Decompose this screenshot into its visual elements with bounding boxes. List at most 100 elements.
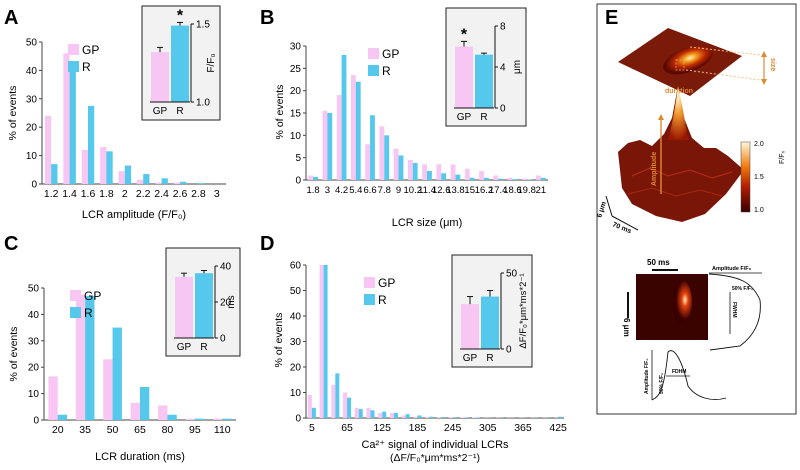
x-tick-label-b: 19.8	[517, 185, 536, 196]
inset-significance-b: *	[461, 26, 468, 43]
linescan-hotspot	[672, 280, 692, 324]
bar-d-gp	[307, 395, 312, 418]
inset-x-label-c: R	[200, 342, 207, 353]
bar-a-r	[106, 151, 113, 184]
y-tick-label-a: 40	[26, 66, 38, 77]
x-tick-label-b: 5.4	[349, 185, 362, 196]
colorbar	[740, 141, 751, 213]
panel-letter-a: A	[4, 7, 18, 29]
legend-label-b-gp: GP	[382, 47, 399, 61]
x-axis-label-c: LCR duration (ms)	[95, 451, 185, 463]
spatial-profile-curve	[708, 273, 761, 351]
bar-b-gp	[350, 75, 356, 180]
x-tick-label-d: 125	[373, 422, 391, 434]
bar-a-gp	[118, 171, 125, 184]
bar-d-gp	[448, 417, 453, 418]
bar-d-r	[558, 416, 563, 418]
bar-a-gp	[44, 115, 52, 184]
bar-d-gp	[460, 417, 465, 418]
inset-x-label-a: R	[176, 106, 183, 117]
bar-b-r	[455, 174, 461, 180]
surface-3d-peak	[668, 86, 688, 140]
x-tick-label-a: 1.8	[99, 188, 114, 200]
legend-swatch-b-r	[368, 65, 379, 76]
bar-d-gp	[366, 407, 371, 418]
x-tick-label-d: 5	[309, 422, 315, 434]
bar-a-gp	[173, 182, 180, 184]
x-axis-label-a: LCR amplitude (F/F₀)	[82, 209, 186, 221]
x-tick-label-b: 11.4	[418, 185, 436, 196]
y-tick-label-a: 20	[26, 123, 38, 134]
legend-label-a-r: R	[82, 60, 91, 74]
y-tick-label-b: 15	[290, 109, 302, 120]
y-tick-label-a: 50	[26, 38, 38, 49]
legend-swatch-a-r	[68, 61, 79, 72]
bar-d-r	[440, 416, 445, 418]
legend-swatch-c-gp	[70, 290, 81, 301]
bar-d-r	[476, 417, 481, 418]
bar-b-gp	[422, 164, 427, 180]
bar-d-r	[417, 415, 422, 418]
y-tick-label-a: 30	[26, 94, 38, 105]
panel-letter-d: D	[260, 233, 274, 255]
panel-letter-e: E	[605, 7, 618, 29]
bar-c-r	[194, 418, 205, 420]
bar-b-gp	[379, 126, 385, 180]
x-tick-label-a: 2.2	[136, 188, 151, 200]
y-axis-label-a: % of events	[7, 86, 19, 141]
y-tick-label-b: 20	[290, 86, 302, 97]
half-label: 50% F/F₀	[732, 286, 753, 292]
bar-d-gp	[354, 407, 359, 418]
bar-d-r	[393, 412, 398, 418]
y-tick-label-d: 30	[290, 337, 302, 348]
bar-c-r	[112, 327, 122, 420]
bar-c-gp	[48, 376, 58, 420]
inset-bar-c-gp	[175, 276, 193, 338]
inset-bar-b-gp	[455, 46, 473, 108]
inset-y-tick-label-b: 4	[500, 63, 506, 74]
size-arrow-head-up	[761, 51, 767, 57]
x-axis-label-b: LCR size (μm)	[392, 217, 463, 229]
inset-y-tick-label-a: 1.5	[196, 20, 210, 31]
bar-c-gp	[158, 405, 168, 420]
colorbar-label: F/F₀	[779, 151, 786, 164]
bar-d-gp	[413, 416, 418, 418]
x-tick-label-c: 95	[189, 424, 201, 436]
bar-b-gp	[521, 178, 527, 180]
bar-b-gp	[308, 175, 314, 180]
inset-y-tick-label-d: 50	[506, 269, 518, 280]
bar-a-r	[124, 165, 132, 184]
legend-label-c-r: R	[84, 306, 93, 320]
bar-b-r	[313, 176, 318, 180]
x-tick-label-b: 15	[464, 185, 475, 196]
bar-c-r	[167, 414, 177, 420]
y-tick-label-a: 10	[26, 151, 38, 162]
bar-b-r	[327, 113, 333, 180]
x-tick-label-b: 21	[536, 185, 547, 196]
y-tick-label-d: 60	[290, 261, 302, 272]
y-tick-label-c: 50	[28, 284, 40, 295]
bar-d-r	[370, 410, 375, 418]
inset-y-tick-label-c: 40	[220, 262, 232, 273]
x-tick-label-b: 7.8	[378, 185, 391, 196]
x-tick-label-b: 13.8	[446, 185, 465, 196]
colorbar-tick-top: 2.0	[754, 141, 764, 148]
bar-a-gp	[63, 53, 70, 184]
x-tick-label-a: 2.8	[191, 188, 206, 200]
y-tick-label-d: 50	[290, 286, 302, 297]
bar-b-gp	[464, 168, 470, 180]
bar-b-gp	[393, 148, 399, 180]
bar-d-gp	[331, 384, 336, 418]
legend-swatch-b-gp	[368, 48, 379, 59]
x-tick-label-a: 2	[122, 188, 128, 200]
bar-b-r	[498, 178, 504, 180]
legend-label-d-r: R	[378, 293, 387, 307]
y-tick-label-b: 30	[290, 42, 302, 53]
bar-b-r	[427, 171, 432, 180]
bar-b-r	[341, 54, 347, 180]
bar-a-r	[88, 105, 95, 184]
x-tick-label-d: 245	[444, 422, 462, 434]
surface-ridge-1	[631, 167, 733, 179]
